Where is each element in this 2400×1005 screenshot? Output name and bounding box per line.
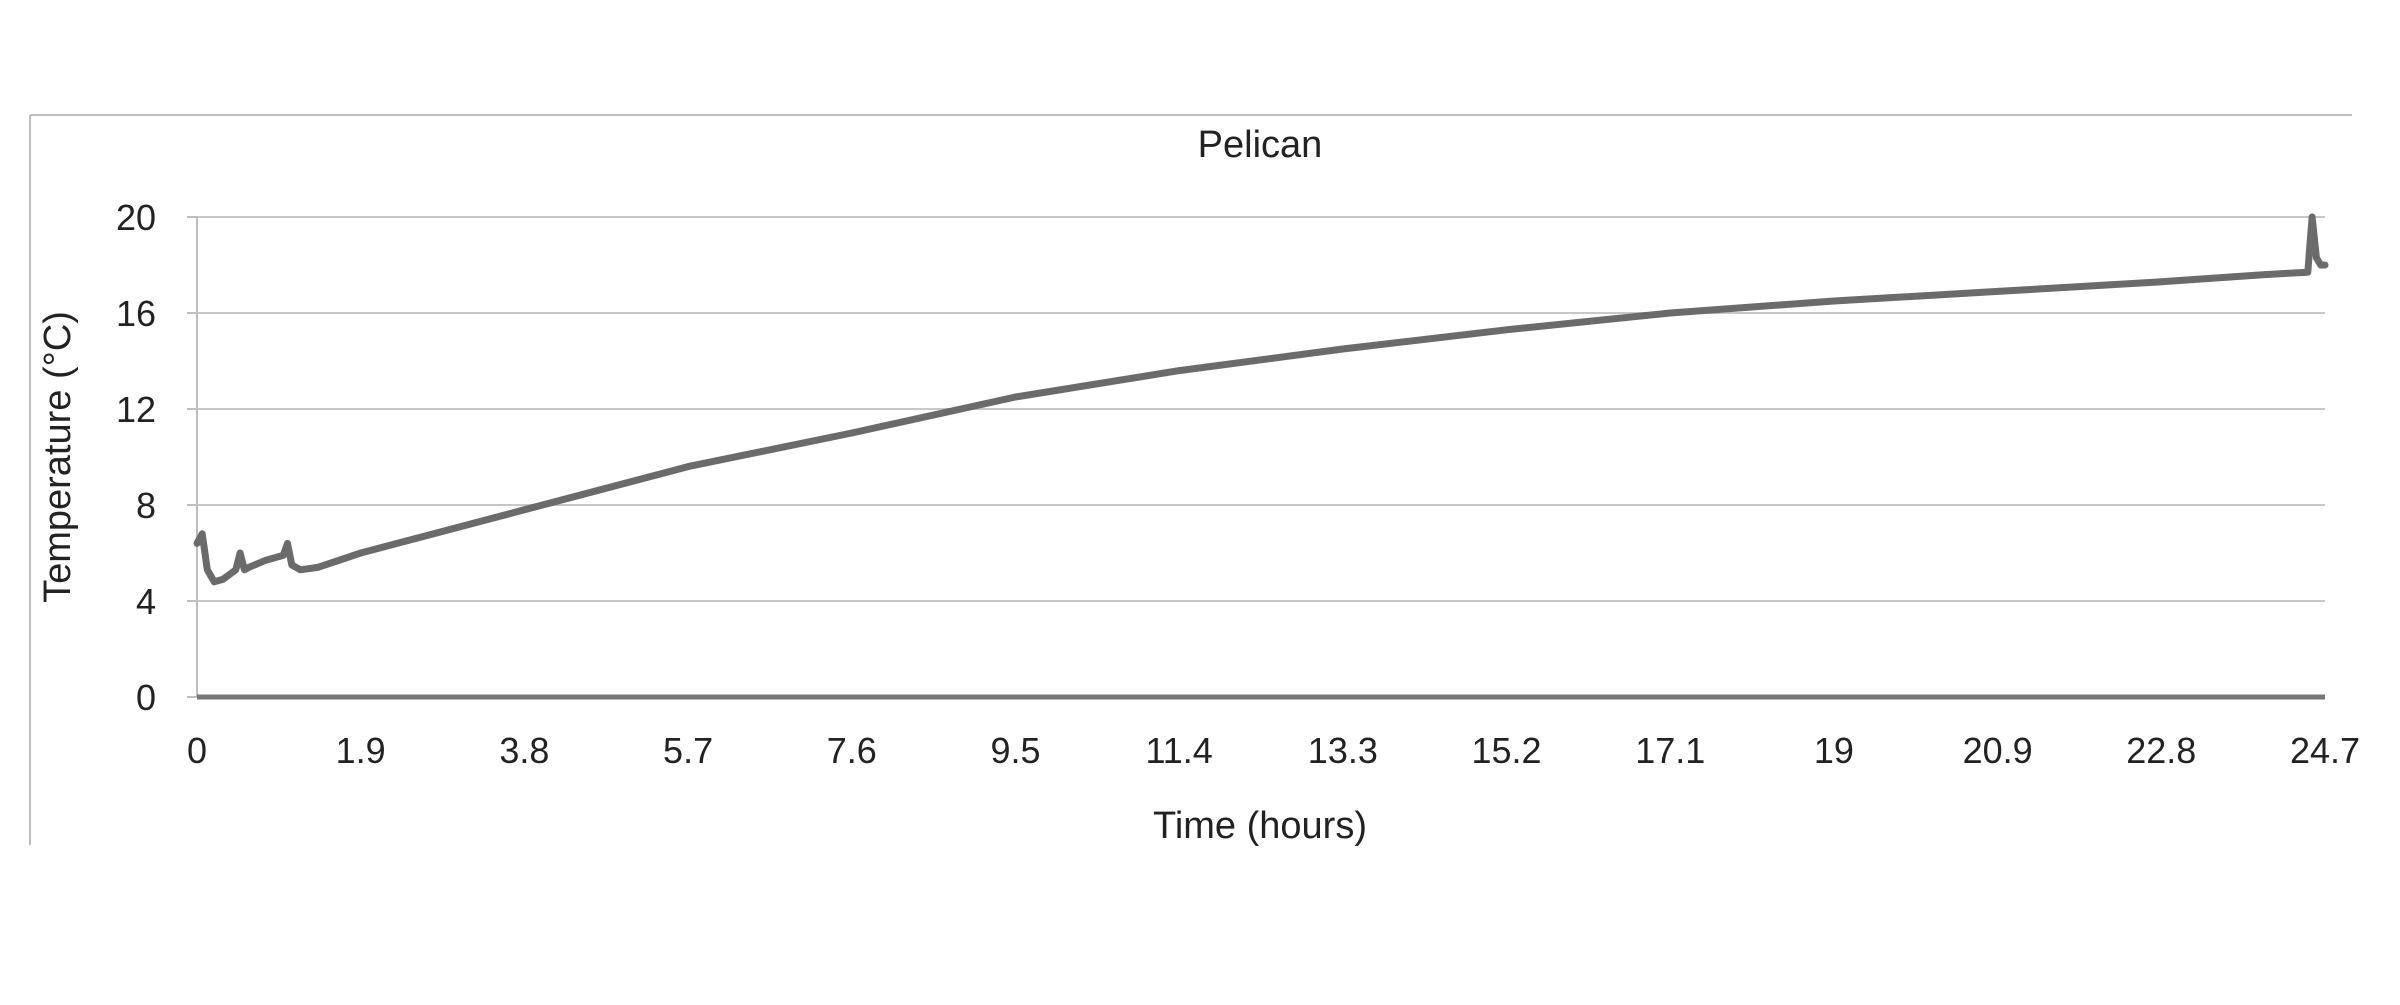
y-tick-label: 8 (136, 485, 156, 526)
x-tick-label: 15.2 (1471, 730, 1541, 771)
x-tick-label: 24.7 (2290, 730, 2360, 771)
x-tick-label: 20.9 (1963, 730, 2033, 771)
x-tick-label: 19 (1814, 730, 1854, 771)
x-tick-label: 1.9 (336, 730, 386, 771)
y-tick-label: 12 (116, 389, 156, 430)
y-tick-label: 16 (116, 293, 156, 334)
y-tick-label: 0 (136, 677, 156, 718)
x-axis-title: Time (hours) (1153, 805, 1367, 847)
y-tick-label: 4 (136, 581, 156, 622)
y-axis-title: Temperature (°C) (37, 311, 79, 603)
x-tick-labels: 0 1.9 3.8 5.7 7.6 9.5 11.4 13.3 15.2 17.1 19 20.9 22… (187, 730, 2360, 771)
series-line-0 (193, 213, 2329, 586)
y-tick-label: 20 (116, 197, 156, 238)
y-tick-labels: 0 4 8 12 16 20 (116, 197, 156, 718)
x-tick-label: 13.3 (1308, 730, 1378, 771)
x-tick-label: 7.6 (827, 730, 877, 771)
x-tick-label: 11.4 (1145, 730, 1212, 771)
x-tick-label: 5.7 (663, 730, 713, 771)
x-tick-label: 17.1 (1635, 730, 1705, 771)
x-tick-label: 9.5 (990, 730, 1040, 771)
x-tick-label: 3.8 (499, 730, 549, 771)
chart-title: Pelican (1198, 124, 1323, 166)
x-tick-label: 0 (187, 730, 207, 771)
series-layer (193, 213, 2329, 586)
x-tick-label: 22.8 (2126, 730, 2196, 771)
